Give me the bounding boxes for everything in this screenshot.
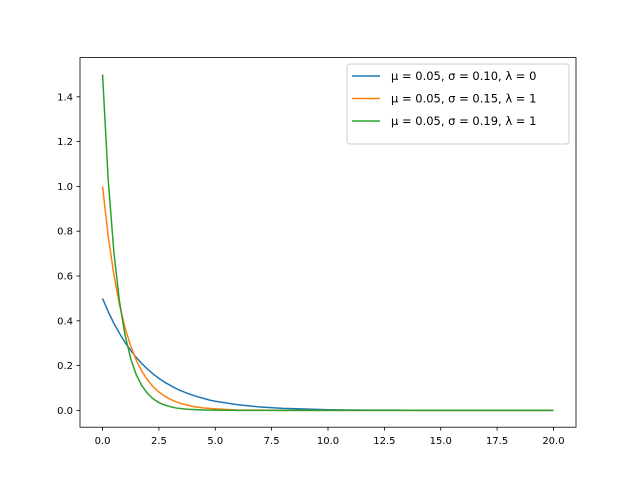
plot-frame <box>79 57 577 428</box>
legend-label-3: μ = 0.05, σ = 0.19, λ = 1 <box>391 114 536 128</box>
x-tick-label: 5.0 <box>207 436 223 447</box>
x-axis-ticks: 0.0 2.5 5.0 7.5 10.0 12.5 15.0 17.5 20.0 <box>95 427 565 447</box>
y-tick-label: 0.8 <box>57 227 73 238</box>
x-tick-label: 17.5 <box>486 436 508 447</box>
series-line-3 <box>101 74 554 412</box>
y-tick-label: 1.4 <box>57 92 73 103</box>
legend-box <box>346 63 570 145</box>
x-tick-label: 12.5 <box>373 436 395 447</box>
x-tick-label: 7.5 <box>264 436 280 447</box>
y-tick-label: 1.2 <box>57 137 73 148</box>
legend: μ = 0.05, σ = 0.10, λ = 0 μ = 0.05, σ = 0… <box>346 63 570 145</box>
series-lines <box>101 74 554 412</box>
y-tick-label: 0.4 <box>57 316 73 327</box>
x-tick-label: 2.5 <box>151 436 167 447</box>
y-tick-label: 0.6 <box>57 272 73 283</box>
y-tick-label: 1.0 <box>57 182 73 193</box>
x-tick-label: 10.0 <box>317 436 339 447</box>
legend-label-1: μ = 0.05, σ = 0.10, λ = 0 <box>391 69 536 83</box>
y-tick-label: 0.2 <box>57 361 73 372</box>
x-tick-label: 15.0 <box>430 436 452 447</box>
x-tick-label: 20.0 <box>542 436 564 447</box>
y-axis-ticks: 0.0 0.2 0.4 0.6 0.8 1.0 1.2 1.4 <box>57 92 80 417</box>
x-tick-label: 0.0 <box>95 436 111 447</box>
y-tick-label: 0.0 <box>57 406 73 417</box>
legend-label-2: μ = 0.05, σ = 0.15, λ = 1 <box>391 92 536 106</box>
